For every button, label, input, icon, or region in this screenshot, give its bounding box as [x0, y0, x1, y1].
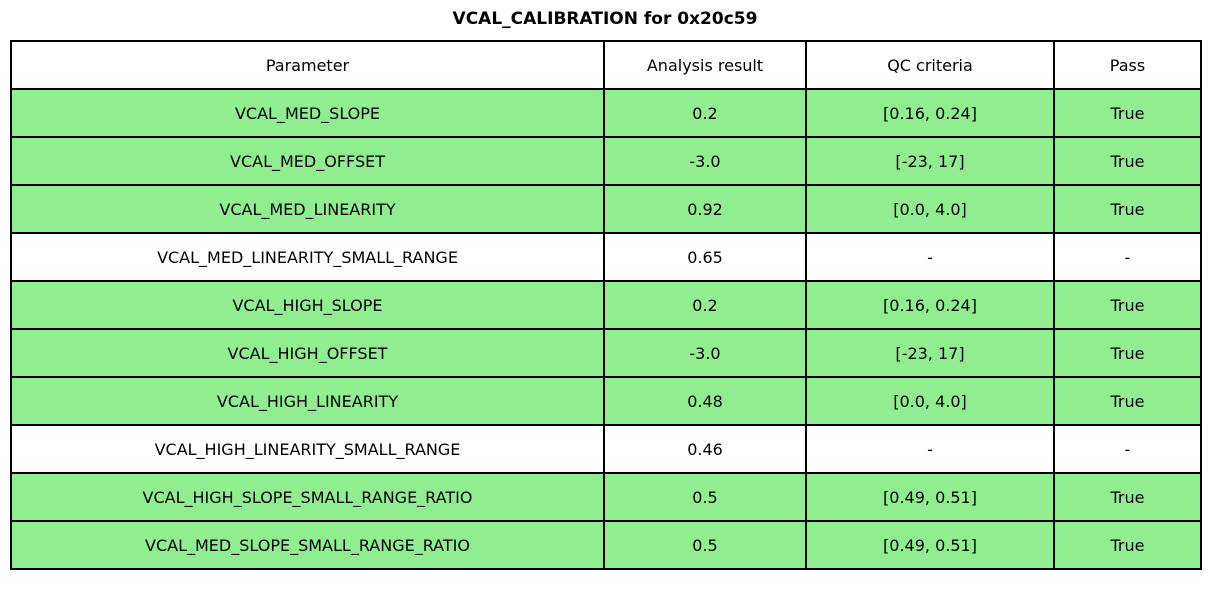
col-header-qc-criteria: QC criteria [805, 40, 1055, 90]
cell-pass: True [1053, 520, 1202, 570]
cell-pass: True [1053, 184, 1202, 234]
cell-analysis-result: 0.2 [603, 280, 807, 330]
cell-qc-criteria: - [805, 424, 1055, 474]
cell-qc-criteria: [-23, 17] [805, 136, 1055, 186]
cell-parameter: VCAL_HIGH_SLOPE [10, 280, 605, 330]
col-header-pass: Pass [1053, 40, 1202, 90]
table-row: VCAL_MED_SLOPE_SMALL_RANGE_RATIO 0.5 [0.… [10, 520, 1202, 570]
table-row: VCAL_MED_LINEARITY_SMALL_RANGE 0.65 - - [10, 232, 1202, 282]
cell-analysis-result: 0.48 [603, 376, 807, 426]
qc-table: Parameter Analysis result QC criteria Pa… [10, 40, 1202, 570]
cell-qc-criteria: [0.16, 0.24] [805, 280, 1055, 330]
table-row: VCAL_HIGH_SLOPE_SMALL_RANGE_RATIO 0.5 [0… [10, 472, 1202, 522]
cell-pass: True [1053, 328, 1202, 378]
cell-pass: True [1053, 280, 1202, 330]
cell-qc-criteria: [-23, 17] [805, 328, 1055, 378]
cell-analysis-result: 0.92 [603, 184, 807, 234]
cell-analysis-result: -3.0 [603, 328, 807, 378]
cell-pass: True [1053, 376, 1202, 426]
cell-parameter: VCAL_MED_LINEARITY [10, 184, 605, 234]
table-row: VCAL_HIGH_OFFSET -3.0 [-23, 17] True [10, 328, 1202, 378]
table-row: VCAL_MED_SLOPE 0.2 [0.16, 0.24] True [10, 88, 1202, 138]
cell-pass: - [1053, 232, 1202, 282]
cell-analysis-result: 0.65 [603, 232, 807, 282]
cell-analysis-result: 0.5 [603, 520, 807, 570]
cell-qc-criteria: [0.0, 4.0] [805, 376, 1055, 426]
cell-parameter: VCAL_MED_OFFSET [10, 136, 605, 186]
cell-analysis-result: -3.0 [603, 136, 807, 186]
cell-pass: - [1053, 424, 1202, 474]
cell-parameter: VCAL_MED_LINEARITY_SMALL_RANGE [10, 232, 605, 282]
cell-parameter: VCAL_MED_SLOPE [10, 88, 605, 138]
cell-parameter: VCAL_HIGH_SLOPE_SMALL_RANGE_RATIO [10, 472, 605, 522]
cell-qc-criteria: [0.16, 0.24] [805, 88, 1055, 138]
col-header-analysis-result: Analysis result [603, 40, 807, 90]
cell-parameter: VCAL_MED_SLOPE_SMALL_RANGE_RATIO [10, 520, 605, 570]
table-row: VCAL_MED_LINEARITY 0.92 [0.0, 4.0] True [10, 184, 1202, 234]
table-row: VCAL_MED_OFFSET -3.0 [-23, 17] True [10, 136, 1202, 186]
table-row: VCAL_HIGH_LINEARITY_SMALL_RANGE 0.46 - - [10, 424, 1202, 474]
cell-pass: True [1053, 88, 1202, 138]
cell-qc-criteria: [0.0, 4.0] [805, 184, 1055, 234]
col-header-parameter: Parameter [10, 40, 605, 90]
table-row: VCAL_HIGH_LINEARITY 0.48 [0.0, 4.0] True [10, 376, 1202, 426]
cell-pass: True [1053, 136, 1202, 186]
cell-qc-criteria: [0.49, 0.51] [805, 472, 1055, 522]
cell-analysis-result: 0.5 [603, 472, 807, 522]
cell-qc-criteria: [0.49, 0.51] [805, 520, 1055, 570]
cell-parameter: VCAL_HIGH_LINEARITY [10, 376, 605, 426]
cell-analysis-result: 0.2 [603, 88, 807, 138]
cell-parameter: VCAL_HIGH_LINEARITY_SMALL_RANGE [10, 424, 605, 474]
cell-pass: True [1053, 472, 1202, 522]
table-row: VCAL_HIGH_SLOPE 0.2 [0.16, 0.24] True [10, 280, 1202, 330]
header-row: Parameter Analysis result QC criteria Pa… [10, 40, 1202, 90]
page-title: VCAL_CALIBRATION for 0x20c59 [452, 9, 758, 29]
cell-parameter: VCAL_HIGH_OFFSET [10, 328, 605, 378]
cell-analysis-result: 0.46 [603, 424, 807, 474]
cell-qc-criteria: - [805, 232, 1055, 282]
